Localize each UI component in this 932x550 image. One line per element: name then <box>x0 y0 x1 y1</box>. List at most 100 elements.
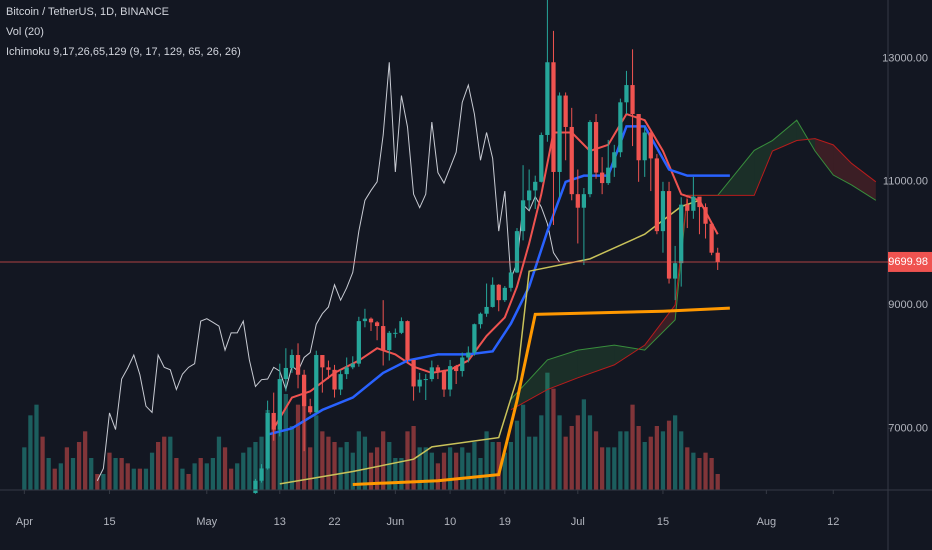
cloud-fill <box>577 345 615 378</box>
volume-bar <box>672 415 678 490</box>
volume-bar <box>253 442 258 490</box>
candle-body <box>356 321 361 364</box>
volume-bar <box>490 442 495 490</box>
candle-body <box>539 134 544 182</box>
candle-body <box>271 412 276 430</box>
cloud-fill <box>815 138 834 176</box>
volume-bar <box>119 458 124 490</box>
volume-bar <box>393 458 398 490</box>
candle-body <box>374 322 380 327</box>
volume-bar <box>435 463 441 490</box>
y-tick-label: 7000.00 <box>888 422 928 434</box>
candle-body <box>606 167 611 184</box>
volume-bar <box>460 447 465 490</box>
volume-bar <box>235 463 240 490</box>
cloud-fill <box>510 359 548 410</box>
candle-body <box>295 355 301 375</box>
volume-bar <box>295 404 301 490</box>
volume-bar <box>514 420 520 490</box>
candle-body <box>411 359 416 387</box>
volume-bar <box>715 474 720 490</box>
volume-bar <box>502 452 507 490</box>
volume-bar <box>83 431 88 490</box>
x-tick-label: Jun <box>386 516 404 528</box>
volume-bar <box>581 399 587 490</box>
volume-bar <box>174 458 179 490</box>
cloud-fill <box>851 163 876 201</box>
candle-body <box>466 352 471 358</box>
volume-bar <box>381 431 386 490</box>
volume-bar <box>326 436 331 490</box>
plot-area <box>22 0 877 494</box>
volume-bar <box>332 442 337 490</box>
y-tick-label: 13000.00 <box>882 52 928 64</box>
volume-bar <box>423 447 428 490</box>
candle-body <box>447 366 453 390</box>
volume-bar <box>186 474 191 490</box>
volume-bar <box>28 415 33 490</box>
candle-body <box>454 366 459 372</box>
volume-bar <box>289 426 295 490</box>
candle-body <box>612 152 617 168</box>
volume-bar <box>168 436 173 490</box>
candle-body <box>715 252 720 262</box>
indicator-line <box>352 306 730 486</box>
candle-body <box>490 284 495 307</box>
volume-bar <box>137 468 143 490</box>
candle-body <box>387 332 392 351</box>
candle-body <box>624 85 629 103</box>
volume-bar <box>222 447 228 490</box>
candle-body <box>636 114 641 161</box>
volume-bar <box>447 447 453 490</box>
x-tick-label: 19 <box>499 516 511 528</box>
candle-body <box>332 369 337 390</box>
volume-bar <box>478 458 483 490</box>
candle-body <box>587 122 593 195</box>
x-tick-label: Aug <box>757 516 777 528</box>
indicator-line <box>267 125 730 436</box>
volume-bar <box>101 474 106 490</box>
x-tick-label: 15 <box>103 516 115 528</box>
candle-body <box>429 367 434 380</box>
volume-bar <box>417 447 422 490</box>
volume-bar <box>466 452 471 490</box>
candle-body <box>575 194 580 208</box>
candle-body <box>381 326 386 351</box>
volume-bar <box>113 458 118 490</box>
x-tick-label: 12 <box>827 516 839 528</box>
candle-body <box>527 190 532 201</box>
volume-bar <box>539 415 544 490</box>
candle-body <box>600 172 605 184</box>
volume-bar <box>527 436 532 490</box>
volume-bar <box>89 458 94 490</box>
candle-body <box>435 367 441 372</box>
y-tick-label: 9000.00 <box>888 299 928 311</box>
candle-body <box>289 355 295 368</box>
volume-bar <box>162 436 167 490</box>
candle-body <box>672 263 678 279</box>
volume-bar <box>95 474 100 490</box>
volume-bar <box>563 436 568 490</box>
volume-bar <box>107 452 112 490</box>
x-tick-label: May <box>196 516 217 528</box>
volume-bar <box>204 463 209 490</box>
volume-bar <box>496 442 501 490</box>
volume-bar <box>156 442 161 490</box>
volume-bar <box>344 442 349 490</box>
candle-body <box>478 313 483 325</box>
candle-body <box>551 62 556 172</box>
volume-bar <box>697 458 702 490</box>
volume-bar <box>22 447 27 490</box>
volume-bar <box>679 431 684 490</box>
candle-body <box>283 367 288 380</box>
candle-body <box>368 318 374 323</box>
candle-body <box>642 132 647 161</box>
candle-body <box>514 231 520 273</box>
candle-body <box>502 287 507 301</box>
volume-bar <box>368 452 374 490</box>
volume-bar <box>34 404 39 490</box>
volume-bar <box>374 447 380 490</box>
x-tick-label: 15 <box>657 516 669 528</box>
